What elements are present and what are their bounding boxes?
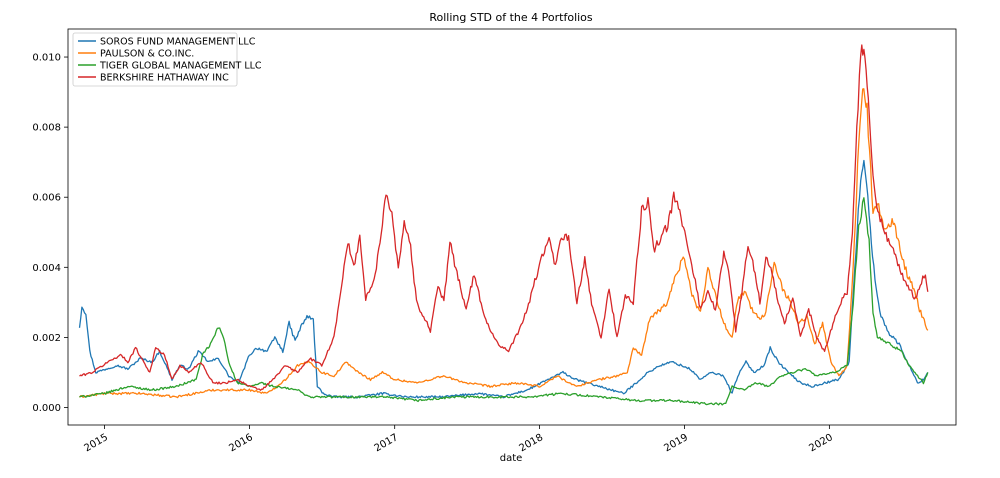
- y-tick-label: 0.008: [32, 123, 61, 134]
- legend-label: SOROS FUND MANAGEMENT LLC: [100, 37, 256, 48]
- legend-label: PAULSON & CO.INC.: [100, 49, 194, 60]
- x-tick-label: 2020: [807, 432, 835, 454]
- legend-box: [72, 32, 238, 87]
- x-tick-label: 2017: [373, 432, 401, 454]
- x-tick-label: 2018: [518, 432, 546, 454]
- series-line-soros-fund-management-llc: [78, 159, 929, 399]
- legend-label: BERKSHIRE HATHAWAY INC: [100, 73, 229, 84]
- chart-title: Rolling STD of the 4 Portfolios: [429, 11, 593, 24]
- series-line-tiger-global-management-llc: [79, 197, 929, 406]
- x-axis: 2015 2016 2017 2018 2019 2020: [82, 425, 835, 454]
- plot-area-frame: [67, 28, 957, 426]
- series-line-paulson-co-inc: [78, 88, 929, 399]
- y-tick-label: 0.002: [32, 333, 61, 344]
- y-axis: 0.000 0.002 0.004 0.006 0.008 0.010: [32, 53, 68, 414]
- legend-label: TIGER GLOBAL MANAGEMENT LLC: [99, 61, 262, 72]
- series-layer: [78, 44, 929, 406]
- x-tick-label: 2019: [662, 432, 690, 454]
- x-tick-label: 2016: [227, 432, 255, 454]
- y-tick-label: 0.000: [32, 403, 61, 414]
- y-tick-label: 0.010: [32, 53, 61, 64]
- series-line-berkshire-hathaway-inc: [79, 44, 929, 391]
- y-tick-label: 0.006: [32, 193, 61, 204]
- x-tick-label: 2015: [82, 432, 110, 454]
- y-tick-label: 0.004: [32, 263, 61, 274]
- x-axis-label: date: [500, 453, 523, 464]
